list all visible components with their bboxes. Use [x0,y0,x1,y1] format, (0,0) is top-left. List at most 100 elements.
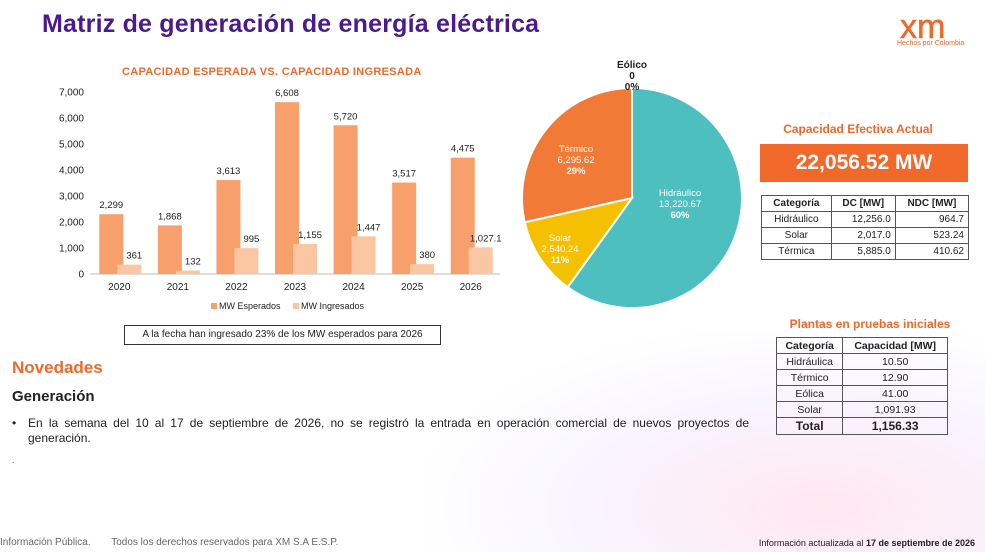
table-row: Térmico 12.90 [775,369,948,386]
news-bullet: • En la semana del 10 al 17 de septiembr… [12,416,749,446]
table-row: Solar 1,091.93 [775,401,948,418]
table-cell: Térmico [775,369,844,386]
table-header-row: Categoría DC [MW] NDC [MW] [761,195,970,212]
pie-slice-2 [521,86,633,224]
bar-ingresados [351,236,376,274]
y-tick-label: 7,000 [59,88,84,99]
table-cell: Eólica [775,385,844,402]
bullet-text: En la semana del 10 al 17 de septiembre … [28,416,749,445]
y-tick-label: 0 [78,270,84,281]
table-row: Eólica 41.00 [775,385,948,402]
bar-ingresados [117,264,142,274]
bar-label-ingresados: 380 [419,250,435,261]
x-tick-label: 2021 [167,282,190,293]
bullet-icon: • [12,416,17,430]
footer-updated-prefix: Información actualizada al [758,538,866,548]
pruebas-table: Categoría Capacidad [MW] Hidráulica 10.5… [775,337,948,435]
logo-text: xm [900,8,945,46]
table-row: Hidráulico 12,256.0 964.7 [761,211,970,228]
table-cell: 5,885.0 [830,243,896,260]
bar-label-ingresados: 995 [243,234,259,245]
bar-label-esperados: 4,475 [451,144,475,155]
pie-label-value: 2,540.24 [542,244,579,255]
y-tick-label: 2,000 [59,218,84,229]
table-cell: 964.7 [894,211,970,228]
x-tick-label: 2022 [225,282,248,293]
pruebas-title: Plantas en pruebas iniciales [789,317,951,331]
novedades-heading: Novedades [12,358,103,377]
bar-label-esperados: 3,517 [392,169,416,180]
bar-label-esperados: 1,868 [158,211,182,222]
table-header: Categoría [775,337,844,354]
bar-esperados [392,182,417,274]
table-cell: 41.00 [842,385,948,402]
footer-updated-date: 17 de septiembre de 2026 [865,538,975,548]
y-tick-label: 5,000 [59,140,84,151]
legend-label-ingresados: MW Ingresados [301,301,365,311]
extra-mark: . [12,455,15,465]
pie-label-value: 13,220.67 [659,199,701,210]
pie-label-name: Eólico [617,60,647,71]
table-header: Capacidad [MW] [842,337,948,354]
table-cell: Solar [775,401,844,418]
table-row: Térmica 5,885.0 410.62 [761,243,970,260]
pie-label-pct: 11% [551,255,570,266]
footer-updated: Información actualizada al 17 de septiem… [759,538,975,548]
bar-label-esperados: 5,720 [334,111,358,122]
bar-chart-title: CAPACIDAD ESPERADA VS. CAPACIDAD INGRESA… [122,66,422,78]
table-cell: 10.50 [842,353,948,370]
y-tick-label: 1,000 [59,244,84,255]
table-cell: Total [775,417,844,435]
table-row: Solar 2,017.0 523.24 [761,227,970,244]
table-total-row: Total 1,156.33 [775,417,948,435]
legend-swatch-ingresados [293,303,299,309]
y-tick-label: 3,000 [59,192,84,203]
pie-slice-0 [566,86,743,309]
pie-label-pct: 0% [625,82,640,93]
pie-label-name: Solar [549,233,571,244]
bar-chart: 0 1,000 2,000 3,000 4,000 5,000 6,000 7,000 2,29… [59,88,502,312]
pie-slice-1 [523,196,635,289]
bar-ingresados [175,270,200,274]
pie-label-name: Térmico [559,144,593,155]
info-note: A la fecha han ingresado 23% de los MW e… [124,325,441,345]
logo-tagline: Hechos por Colombia [897,40,965,47]
bar-label-ingresados: 361 [126,251,142,262]
table-header: DC [MW] [830,195,896,212]
footer-public: Información Pública. [0,537,91,548]
table-cell: Hidráulico [761,211,832,228]
table-header: NDC [MW] [894,195,970,212]
bar-esperados [99,214,124,274]
footer-rights: Todos los derechos reservados para XM S.… [111,537,339,548]
y-tick-label: 6,000 [59,114,84,125]
table-cell: 1,156.33 [842,417,948,435]
table-cell: 12,256.0 [830,211,896,228]
capacidad-table: Categoría DC [MW] NDC [MW] Hidráulico 12… [761,195,970,260]
legend-label-esperados: MW Esperados [219,301,281,311]
footer-left: Información Pública. Todos los derechos … [0,537,356,548]
bar-ingresados [410,264,435,274]
table-row: Hidráulica 10.50 [775,353,948,370]
pie-label-value: 6,295.62 [558,155,595,166]
x-tick-label: 2025 [401,282,424,293]
capacidad-value: 22,056.52 MW [760,144,968,182]
bar-ingresados [468,247,493,274]
xm-logo: xm [900,8,946,46]
table-cell: Solar [761,227,832,244]
pie-label-value: 0 [629,71,635,82]
legend-swatch-esperados [211,303,217,309]
x-tick-label: 2026 [460,282,483,293]
pie-label-name: Hidráulico [659,188,701,199]
table-cell: Térmica [761,243,832,260]
bar-ingresados [293,243,317,274]
pie-label-pct: 60% [670,210,690,221]
table-cell: 2,017.0 [830,227,896,244]
page-title: Matriz de generación de energía eléctric… [42,10,540,38]
table-cell: 12.90 [842,369,948,386]
table-header-row: Categoría Capacidad [MW] [775,337,948,354]
bar-label-esperados: 6,608 [275,88,299,99]
